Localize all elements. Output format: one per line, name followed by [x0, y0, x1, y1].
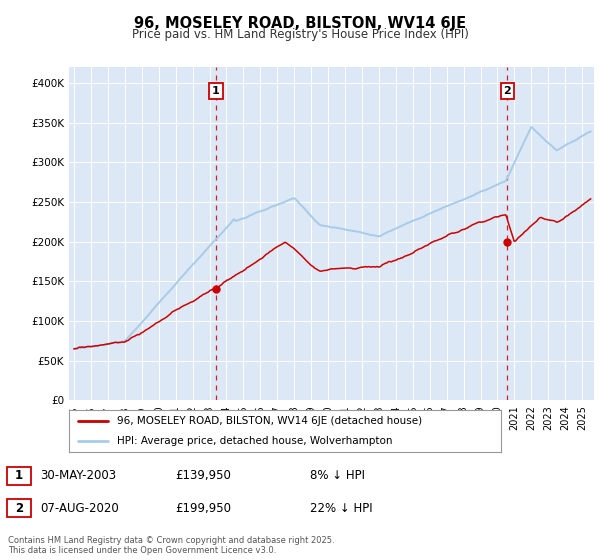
Text: 1: 1	[212, 86, 220, 96]
Text: Contains HM Land Registry data © Crown copyright and database right 2025.: Contains HM Land Registry data © Crown c…	[8, 536, 335, 545]
Text: 2: 2	[15, 502, 23, 515]
Text: 2: 2	[503, 86, 511, 96]
Text: £139,950: £139,950	[175, 469, 231, 482]
Text: 96, MOSELEY ROAD, BILSTON, WV14 6JE (detached house): 96, MOSELEY ROAD, BILSTON, WV14 6JE (det…	[116, 416, 422, 426]
FancyBboxPatch shape	[7, 466, 31, 484]
Text: 1: 1	[15, 469, 23, 482]
FancyBboxPatch shape	[7, 500, 31, 517]
Text: £199,950: £199,950	[175, 502, 231, 515]
Text: 8% ↓ HPI: 8% ↓ HPI	[310, 469, 365, 482]
Text: HPI: Average price, detached house, Wolverhampton: HPI: Average price, detached house, Wolv…	[116, 436, 392, 446]
Text: Price paid vs. HM Land Registry's House Price Index (HPI): Price paid vs. HM Land Registry's House …	[131, 28, 469, 41]
Text: This data is licensed under the Open Government Licence v3.0.: This data is licensed under the Open Gov…	[8, 545, 277, 554]
Text: 22% ↓ HPI: 22% ↓ HPI	[310, 502, 373, 515]
Text: 96, MOSELEY ROAD, BILSTON, WV14 6JE: 96, MOSELEY ROAD, BILSTON, WV14 6JE	[134, 16, 466, 31]
Text: 30-MAY-2003: 30-MAY-2003	[40, 469, 116, 482]
Text: 07-AUG-2020: 07-AUG-2020	[40, 502, 119, 515]
